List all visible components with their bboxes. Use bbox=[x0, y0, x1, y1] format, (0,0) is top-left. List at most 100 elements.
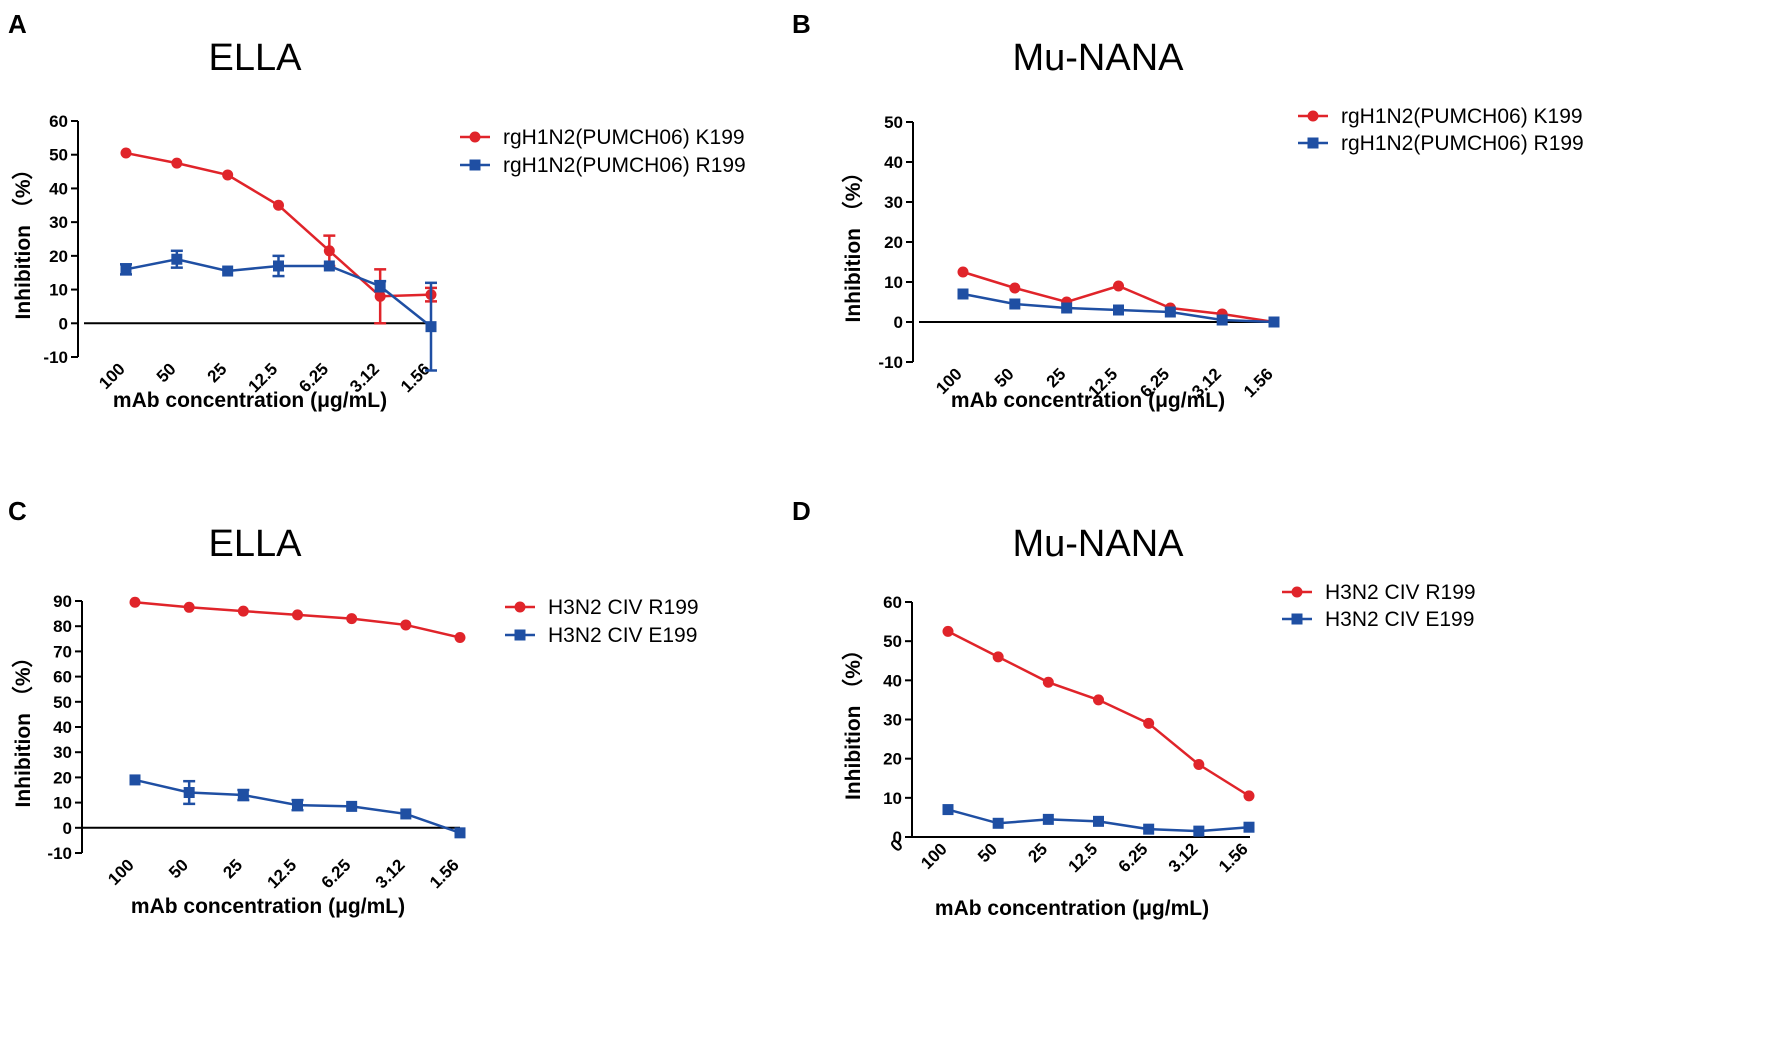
x-tick-label: 1.56 bbox=[397, 359, 434, 396]
x-tick-label: 25 bbox=[219, 855, 246, 882]
x-tick-label: 1.56 bbox=[426, 855, 463, 892]
legend-marker bbox=[1291, 586, 1303, 598]
data-point bbox=[1243, 790, 1255, 802]
legend-marker bbox=[514, 601, 526, 613]
y-axis-title: Inhibition （%） bbox=[11, 159, 35, 320]
data-point bbox=[1009, 298, 1021, 310]
y-tick-label: 80 bbox=[53, 617, 72, 636]
chart-panel-c: C ELLA -10 0 10 20 30 40 50 60 70 80 90 100 50 25 12.5 6.… bbox=[8, 496, 699, 918]
legend-marker bbox=[469, 159, 481, 171]
chart-title: ELLA bbox=[209, 37, 303, 79]
x-tick-label: 3.12 bbox=[372, 855, 409, 892]
legend-marker bbox=[514, 629, 526, 641]
data-point bbox=[323, 260, 335, 272]
y-tick-label: 60 bbox=[49, 112, 68, 131]
series-red bbox=[120, 147, 437, 325]
x-axis-title: mAb concentration (μg/mL) bbox=[131, 895, 405, 918]
y-tick-label: 50 bbox=[883, 632, 902, 651]
data-point bbox=[237, 789, 249, 801]
legend-label: rgH1N2(PUMCH06) R199 bbox=[1341, 132, 1584, 155]
y-axis-title: Inhibition （%） bbox=[11, 647, 35, 808]
y-tick-label: 0 bbox=[63, 819, 72, 838]
x-axis-title: mAb concentration (μg/mL) bbox=[951, 389, 1225, 412]
data-point bbox=[1093, 694, 1104, 706]
y-tick-label: 60 bbox=[53, 668, 72, 687]
y-tick-label: -10 bbox=[878, 353, 903, 372]
data-point bbox=[1042, 813, 1054, 825]
y-tick-label: 20 bbox=[49, 247, 68, 266]
y-tick-label: 10 bbox=[49, 281, 68, 300]
data-point bbox=[1143, 717, 1155, 729]
data-point bbox=[1042, 676, 1054, 688]
data-point bbox=[957, 266, 969, 278]
series-red bbox=[942, 625, 1255, 802]
data-point bbox=[942, 625, 954, 637]
chart-title: Mu-NANA bbox=[1012, 37, 1184, 79]
data-point bbox=[346, 800, 358, 812]
data-point bbox=[374, 290, 386, 302]
y-tick-label: 40 bbox=[883, 671, 902, 690]
legend-marker bbox=[469, 131, 481, 143]
x-tick-label: 50 bbox=[974, 839, 1001, 866]
y-tick-label: 40 bbox=[53, 718, 72, 737]
data-point bbox=[1009, 282, 1021, 294]
y-tick-label: 0 bbox=[59, 314, 68, 333]
data-point bbox=[171, 157, 183, 169]
y-tick-label: 40 bbox=[884, 153, 903, 172]
y-tick-label: 50 bbox=[884, 113, 903, 132]
data-point bbox=[346, 613, 358, 625]
data-point bbox=[292, 609, 303, 621]
legend-label: rgH1N2(PUMCH06) K199 bbox=[1341, 105, 1583, 128]
y-axis-title: Inhibition （%） bbox=[841, 639, 865, 800]
data-point bbox=[374, 280, 386, 292]
x-tick-label: 3.12 bbox=[1165, 839, 1202, 876]
legend-label: H3N2 CIV R199 bbox=[1325, 581, 1476, 604]
data-point bbox=[1193, 759, 1205, 771]
data-point bbox=[400, 619, 412, 631]
y-tick-label: 30 bbox=[53, 743, 72, 762]
y-tick-label: 60 bbox=[883, 593, 902, 612]
legend-marker bbox=[1307, 137, 1319, 149]
x-tick-label: 6.25 bbox=[318, 855, 355, 892]
x-tick-label: 50 bbox=[153, 359, 180, 386]
series-red bbox=[129, 596, 466, 644]
y-tick-label: 90 bbox=[53, 592, 72, 611]
data-point bbox=[1143, 823, 1155, 835]
legend-marker bbox=[1307, 110, 1319, 122]
y-tick-label: 30 bbox=[884, 193, 903, 212]
data-point bbox=[1243, 821, 1255, 833]
y-tick-label: 10 bbox=[53, 794, 72, 813]
panel-letter: D bbox=[792, 496, 811, 526]
data-point bbox=[942, 804, 954, 816]
data-point bbox=[1216, 314, 1228, 326]
data-point bbox=[129, 596, 141, 608]
legend-label: H3N2 CIV R199 bbox=[548, 596, 699, 619]
x-tick-label: 100 bbox=[95, 359, 128, 392]
y-tick-label: 70 bbox=[53, 642, 72, 661]
y-tick-label: -10 bbox=[43, 348, 68, 367]
data-point bbox=[1113, 304, 1124, 316]
legend-label: rgH1N2(PUMCH06) K199 bbox=[503, 126, 745, 149]
y-tick-label: 10 bbox=[884, 273, 903, 292]
x-tick-label: 25 bbox=[1024, 839, 1051, 866]
y-tick-label: 50 bbox=[53, 693, 72, 712]
y-tick-label: 50 bbox=[49, 146, 68, 165]
x-tick-label: 6.25 bbox=[1115, 839, 1152, 876]
y-tick-label: -10 bbox=[47, 844, 72, 863]
data-point bbox=[292, 799, 303, 811]
x-tick-label: 1.56 bbox=[1240, 364, 1277, 401]
chart-title: ELLA bbox=[209, 523, 303, 565]
data-point bbox=[1268, 316, 1280, 328]
y-tick-label: 10 bbox=[883, 789, 902, 808]
data-point bbox=[183, 787, 195, 799]
data-point bbox=[183, 601, 195, 613]
legend-label: H3N2 CIV E199 bbox=[1325, 608, 1474, 631]
data-point bbox=[222, 265, 234, 277]
x-axis-title: mAb concentration (μg/mL) bbox=[113, 389, 387, 412]
series-blue bbox=[957, 288, 1280, 328]
x-tick-label: 25 bbox=[1043, 364, 1070, 391]
data-point bbox=[323, 245, 335, 257]
series-red bbox=[957, 266, 1280, 328]
